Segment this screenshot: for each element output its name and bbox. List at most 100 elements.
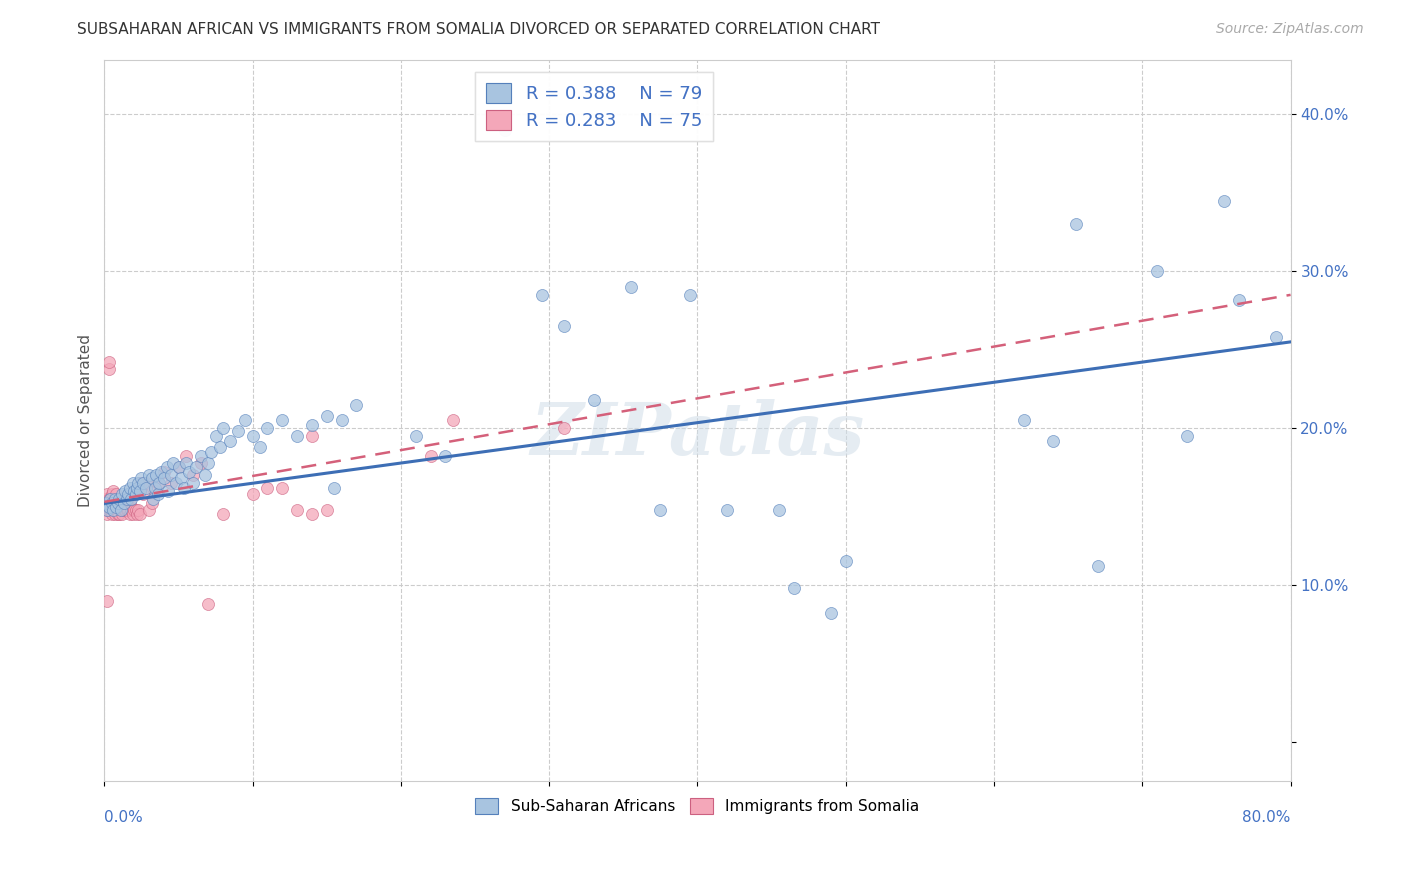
Point bbox=[1227, 293, 1250, 307]
Point bbox=[434, 450, 457, 464]
Point bbox=[104, 502, 127, 516]
Point bbox=[104, 508, 127, 522]
Point bbox=[129, 483, 152, 498]
Point bbox=[160, 476, 183, 491]
Point bbox=[219, 434, 242, 448]
Point bbox=[301, 429, 323, 443]
Point bbox=[108, 491, 131, 506]
Point bbox=[156, 460, 179, 475]
Point bbox=[553, 421, 575, 435]
Point bbox=[494, 123, 516, 137]
Y-axis label: Divorced or Separated: Divorced or Separated bbox=[79, 334, 93, 507]
Point bbox=[114, 502, 136, 516]
Point bbox=[146, 487, 169, 501]
Point bbox=[117, 502, 139, 516]
Point bbox=[120, 502, 142, 516]
Point bbox=[97, 496, 120, 510]
Point bbox=[1146, 264, 1168, 278]
Point bbox=[1064, 217, 1087, 231]
Point bbox=[104, 491, 127, 506]
Legend: R = 0.388    N = 79, R = 0.283    N = 75: R = 0.388 N = 79, R = 0.283 N = 75 bbox=[475, 72, 713, 141]
Point bbox=[167, 460, 190, 475]
Point bbox=[212, 508, 235, 522]
Point bbox=[256, 481, 278, 495]
Point bbox=[127, 502, 149, 516]
Point bbox=[149, 465, 172, 479]
Point bbox=[197, 456, 219, 470]
Point bbox=[105, 500, 128, 514]
Point bbox=[650, 502, 672, 516]
Point bbox=[152, 471, 174, 485]
Point bbox=[141, 496, 163, 510]
Point bbox=[177, 465, 200, 479]
Point bbox=[256, 421, 278, 435]
Point bbox=[108, 491, 131, 506]
Point bbox=[107, 508, 129, 522]
Point bbox=[152, 465, 174, 479]
Point bbox=[315, 502, 337, 516]
Point bbox=[131, 471, 153, 485]
Point bbox=[226, 424, 249, 438]
Point bbox=[346, 398, 368, 412]
Point bbox=[582, 392, 605, 407]
Text: Source: ZipAtlas.com: Source: ZipAtlas.com bbox=[1216, 22, 1364, 37]
Point bbox=[160, 468, 183, 483]
Point bbox=[101, 508, 124, 522]
Point bbox=[1212, 194, 1234, 208]
Point bbox=[138, 502, 160, 516]
Point bbox=[107, 502, 129, 516]
Point bbox=[111, 502, 134, 516]
Point bbox=[105, 496, 128, 510]
Point bbox=[112, 500, 135, 514]
Point bbox=[97, 500, 120, 514]
Point bbox=[1264, 330, 1286, 344]
Point bbox=[96, 500, 118, 514]
Point bbox=[114, 483, 136, 498]
Point bbox=[162, 456, 184, 470]
Point bbox=[186, 460, 208, 475]
Point bbox=[441, 413, 464, 427]
Point bbox=[167, 460, 190, 475]
Point bbox=[98, 496, 121, 510]
Point bbox=[146, 476, 169, 491]
Point bbox=[115, 502, 138, 516]
Point bbox=[98, 491, 121, 506]
Point bbox=[110, 496, 132, 510]
Point bbox=[94, 496, 117, 510]
Point bbox=[101, 500, 124, 514]
Point bbox=[103, 502, 125, 516]
Point bbox=[249, 440, 271, 454]
Point bbox=[105, 487, 128, 501]
Point bbox=[98, 502, 121, 516]
Point bbox=[107, 491, 129, 506]
Point bbox=[143, 481, 166, 495]
Point bbox=[118, 508, 141, 522]
Point bbox=[174, 456, 197, 470]
Point bbox=[121, 508, 143, 522]
Point bbox=[419, 450, 441, 464]
Text: ZIPatlas: ZIPatlas bbox=[530, 400, 865, 470]
Point bbox=[170, 471, 193, 485]
Point bbox=[820, 606, 842, 620]
Point bbox=[101, 487, 124, 501]
Point bbox=[620, 280, 643, 294]
Point bbox=[271, 413, 294, 427]
Point bbox=[124, 487, 146, 501]
Point bbox=[111, 487, 134, 501]
Point bbox=[114, 491, 136, 506]
Point bbox=[301, 417, 323, 432]
Point bbox=[132, 487, 155, 501]
Point bbox=[173, 481, 195, 495]
Point bbox=[129, 508, 152, 522]
Text: 80.0%: 80.0% bbox=[1243, 810, 1291, 825]
Point bbox=[553, 319, 575, 334]
Point bbox=[97, 491, 120, 506]
Point bbox=[183, 476, 205, 491]
Point bbox=[1012, 413, 1035, 427]
Point bbox=[97, 361, 120, 376]
Point bbox=[96, 502, 118, 516]
Point bbox=[141, 471, 163, 485]
Point bbox=[204, 429, 226, 443]
Point bbox=[233, 413, 256, 427]
Point bbox=[117, 491, 139, 506]
